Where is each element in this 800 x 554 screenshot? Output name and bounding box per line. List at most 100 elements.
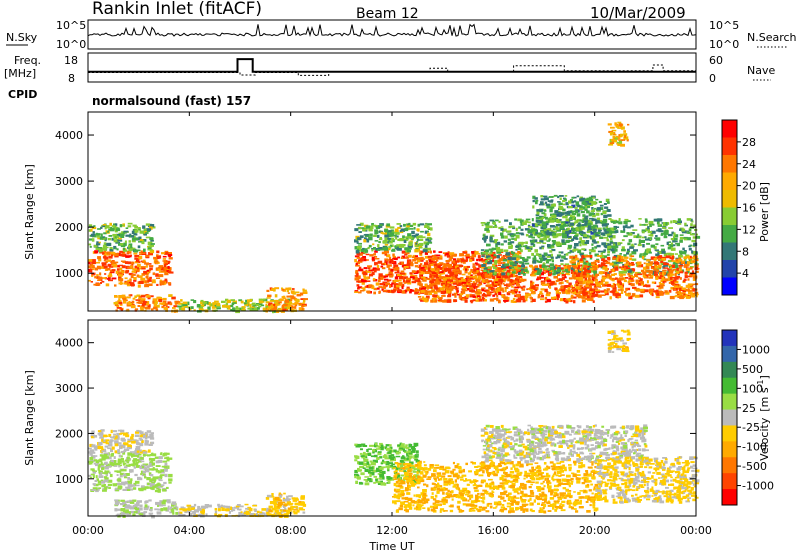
heatmap-cell [489, 298, 495, 302]
heatmap-cell [501, 279, 505, 282]
heatmap-cell [474, 269, 478, 272]
heatmap-cell [570, 261, 575, 264]
heatmap-cell [674, 280, 679, 284]
heatmap-cell [599, 220, 602, 222]
heatmap-cell [591, 265, 595, 268]
heatmap-cell [123, 449, 127, 453]
heatmap-cell [571, 224, 574, 229]
heatmap-cell [507, 270, 511, 274]
heatmap-cell [435, 276, 441, 280]
heatmap-cell [113, 302, 119, 305]
heatmap-cell [507, 256, 512, 261]
heatmap-cell [626, 248, 630, 252]
heatmap-cell [473, 286, 478, 288]
heatmap-cell [464, 250, 468, 253]
heatmap-cell [363, 267, 368, 270]
heatmap-cell [157, 268, 161, 271]
heatmap-cell [641, 224, 646, 226]
heatmap-cell [420, 273, 423, 277]
heatmap-cell [177, 305, 182, 308]
heatmap-cell [596, 284, 601, 287]
heatmap-cell [563, 215, 568, 218]
heatmap-cell [516, 298, 519, 301]
heatmap-cell [571, 231, 577, 234]
heatmap-cell [656, 229, 660, 232]
heatmap-cell [138, 227, 141, 230]
heatmap-cell [300, 307, 304, 311]
heatmap-cell [354, 228, 359, 232]
heatmap-cell [142, 449, 146, 453]
heatmap-cell [481, 224, 484, 227]
heatmap-cell [302, 302, 305, 305]
heatmap-cell [374, 240, 379, 242]
heatmap-cell [98, 473, 103, 476]
heatmap-cell [550, 256, 554, 260]
heatmap-cell [147, 248, 153, 251]
heatmap-cell [520, 270, 524, 274]
heatmap-cell [679, 251, 684, 255]
heatmap-cell [241, 307, 244, 309]
heatmap-cell [125, 459, 130, 462]
heatmap-cell [255, 303, 260, 307]
heatmap-cell [581, 271, 585, 275]
heatmap-cell [132, 459, 138, 462]
heatmap-cell [101, 262, 107, 266]
heatmap-cell [134, 257, 139, 260]
heatmap-cell [119, 445, 123, 450]
heatmap-cell [408, 241, 413, 245]
heatmap-cell [579, 243, 582, 247]
heatmap-cell [658, 251, 663, 254]
heatmap-cell [604, 272, 608, 276]
beam-title: Beam 12 [356, 6, 419, 22]
heatmap-cell [585, 268, 591, 271]
heatmap-cell [618, 137, 621, 140]
heatmap-cell [107, 464, 112, 468]
heatmap-cell [566, 271, 571, 273]
heatmap-cell [495, 244, 498, 248]
heatmap-cell [425, 238, 430, 241]
heatmap-cell [132, 224, 137, 227]
heatmap-cell [527, 221, 531, 224]
heatmap-cell [497, 261, 501, 264]
heatmap-cell [628, 275, 633, 278]
heatmap-cell [394, 245, 398, 248]
heatmap-cell [602, 223, 607, 227]
heatmap-cell [149, 276, 152, 279]
heatmap-cell [488, 288, 491, 291]
heatmap-cell [399, 238, 404, 242]
heatmap-cell [618, 221, 623, 225]
heatmap-cell [551, 204, 556, 207]
heatmap-cell [454, 272, 458, 275]
heatmap-cell [145, 306, 151, 310]
heatmap-cell [393, 264, 399, 268]
heatmap-cell [591, 235, 595, 238]
heatmap-cell [110, 453, 114, 457]
heatmap-cell [561, 239, 565, 243]
heatmap-cell [594, 253, 599, 257]
heatmap-cell [682, 289, 686, 293]
heatmap-cell [596, 210, 601, 212]
heatmap-cell [434, 265, 437, 269]
heatmap-cell [592, 276, 595, 279]
heatmap-cell [135, 308, 139, 311]
heatmap-cell [484, 273, 488, 276]
noise-right-tick-high: 10^5 [709, 19, 739, 32]
heatmap-cell [692, 245, 695, 248]
heatmap-cell [562, 241, 567, 245]
heatmap-cell [94, 250, 99, 254]
heatmap-cell [668, 243, 671, 247]
heatmap-cell [581, 275, 585, 279]
heatmap-cell [131, 440, 136, 444]
heatmap-cell [691, 270, 695, 274]
heatmap-cell [102, 489, 107, 492]
heatmap-cell [108, 471, 111, 474]
heatmap-cell [370, 225, 374, 230]
heatmap-cell [539, 264, 544, 268]
heatmap-cell [503, 284, 508, 286]
heatmap-cell [101, 449, 104, 451]
heatmap-cell [501, 272, 506, 276]
heatmap-cell [112, 430, 118, 433]
heatmap-cell [451, 276, 455, 279]
heatmap-cell [482, 292, 486, 295]
heatmap-cell [498, 271, 501, 275]
